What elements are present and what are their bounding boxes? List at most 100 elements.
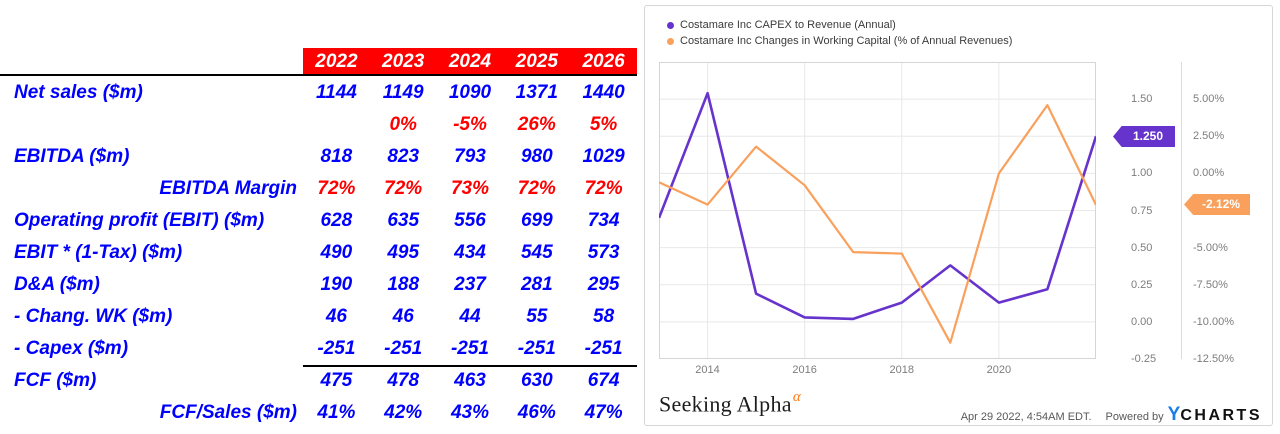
table-cell: 463 [454,370,486,391]
left-axis-tick: 0.25 [1131,278,1153,291]
legend-label: Costamare Inc CAPEX to Revenue (Annual) [680,19,896,31]
table-cell: 0% [389,114,417,135]
working-capital-current-value-badge: -2.12% [1184,194,1250,215]
table-cell: 1144 [315,82,357,103]
table-cell: 434 [454,242,486,263]
table-body: Net sales ($m) 1144 1149 1090 1371 1440 0% -5% 2… [0,77,640,429]
table-cell: 734 [587,210,620,231]
table-cell: 5% [589,114,618,135]
table-cell: -251 [384,338,423,359]
table-cell [303,109,370,141]
table-cell: -251 [584,338,623,359]
table-cell: 1029 [582,146,625,167]
table-cell: 41% [317,402,356,423]
capex-current-value-badge: 1.250 [1113,126,1175,147]
axis-separator-line [1181,62,1182,359]
alpha-superscript-icon: α [792,389,802,405]
table-row: 0% -5% 26% 5% [0,109,640,141]
table-row: FCF ($m) 475 478 463 630 674 [0,365,640,397]
ycharts-y-mark: Y [1167,404,1181,425]
table-cell: 237 [454,274,486,295]
right-axis-tick: 0.00% [1193,167,1225,180]
subtotal-rule [303,365,637,367]
row-label: - Capex ($m) [14,338,129,359]
legend-item-working-capital: Costamare Inc Changes in Working Capital… [667,33,1012,49]
year-header-cell: 2022 [315,51,358,72]
table-cell: 46 [392,306,414,327]
x-axis-tick: 2014 [695,364,720,376]
right-axis-tick: -5.00% [1193,241,1228,254]
ycharts-wordmark: CHARTS [1180,407,1262,424]
powered-by-label: Powered by [1105,411,1164,423]
left-axis-tick: 1.00 [1131,167,1153,180]
table-row: EBITDA ($m) 818 823 793 980 1029 [0,141,640,173]
table-cell: 72% [317,178,356,199]
legend-dot-orange-icon [667,37,674,45]
table-row: Operating profit (EBIT) ($m) 628 635 556 699… [0,205,640,237]
chart-timestamp: Apr 29 2022, 4:54AM EDT. [960,411,1092,423]
x-axis-tick: 2018 [889,364,914,376]
table-cell: 475 [320,370,353,391]
table-cell: 188 [387,274,420,295]
row-label: FCF ($m) [14,370,97,391]
table-cell: -251 [517,338,556,359]
table-cell: -251 [317,338,356,359]
table-cell: 545 [520,242,553,263]
table-cell: 490 [320,242,353,263]
table-cell: 1440 [582,82,625,103]
table-cell: 47% [584,402,623,423]
row-label: FCF/Sales ($m) [159,402,297,423]
right-axis-tick: -10.00% [1193,315,1234,328]
row-label: EBIT * (1-Tax) ($m) [14,242,183,263]
capex-current-value: 1.250 [1132,129,1164,143]
row-label [0,109,303,141]
row-label: - Chang. WK ($m) [14,306,173,327]
year-header-cell: 2026 [582,51,625,72]
working-capital-line [659,103,1096,344]
table-row: EBITDA Margin 72% 72% 73% 72% 72% [0,173,640,205]
table-cell: 281 [520,274,553,295]
capex-to-revenue-line [659,91,1096,321]
table-row: Net sales ($m) 1144 1149 1090 1371 1440 [0,77,640,109]
table-row: D&A ($m) 190 188 237 281 295 [0,269,640,301]
working-capital-current-value: -2.12% [1201,197,1241,211]
row-label: EBITDA Margin [159,178,297,199]
year-header-cell: 2025 [515,51,558,72]
table-cell: 630 [520,370,553,391]
legend-item-capex-to-revenue: Costamare Inc CAPEX to Revenue (Annual) [667,17,1012,33]
table-cell: 674 [587,370,620,391]
table-cell: 72% [517,178,556,199]
right-axis-tick: -12.50% [1193,353,1234,365]
table-cell: 635 [387,210,420,231]
left-axis-tick: 1.50 [1131,93,1153,106]
table-cell: 628 [320,210,353,231]
table-cell: 73% [450,178,489,199]
legend-dot-purple-icon [667,21,674,29]
table-cell: 495 [387,242,420,263]
table-cell: 699 [520,210,553,231]
table-row: EBIT * (1-Tax) ($m) 490 495 434 545 573 [0,237,640,269]
row-label: D&A ($m) [14,274,100,295]
table-cell: 44 [459,306,481,327]
header-rule [0,74,637,76]
legend-label: Costamare Inc Changes in Working Capital… [680,35,1013,47]
table-cell: 823 [387,146,420,167]
row-label: Net sales ($m) [14,82,143,103]
table-header-row: 2022 2023 2024 2025 2026 [303,48,637,75]
right-axis-tick: -7.50% [1193,278,1228,291]
table-cell: 58 [593,306,615,327]
table-cell: 43% [450,402,489,423]
table-cell: 793 [454,146,486,167]
table-row: - Chang. WK ($m) 46 46 44 55 58 [0,301,640,333]
chart-attribution: Apr 29 2022, 4:54AM EDT. Powered by YCHA… [961,404,1262,426]
table-cell: -5% [453,114,487,135]
row-label: Operating profit (EBIT) ($m) [14,210,265,231]
table-cell: 1149 [382,82,424,103]
table-cell: 818 [320,146,353,167]
seeking-alpha-wordmark: Seeking Alpha [659,391,792,417]
table-cell: 573 [587,242,620,263]
table-cell: 190 [320,274,353,295]
left-axis-tick: -0.25 [1131,353,1157,365]
table-cell: 72% [384,178,423,199]
